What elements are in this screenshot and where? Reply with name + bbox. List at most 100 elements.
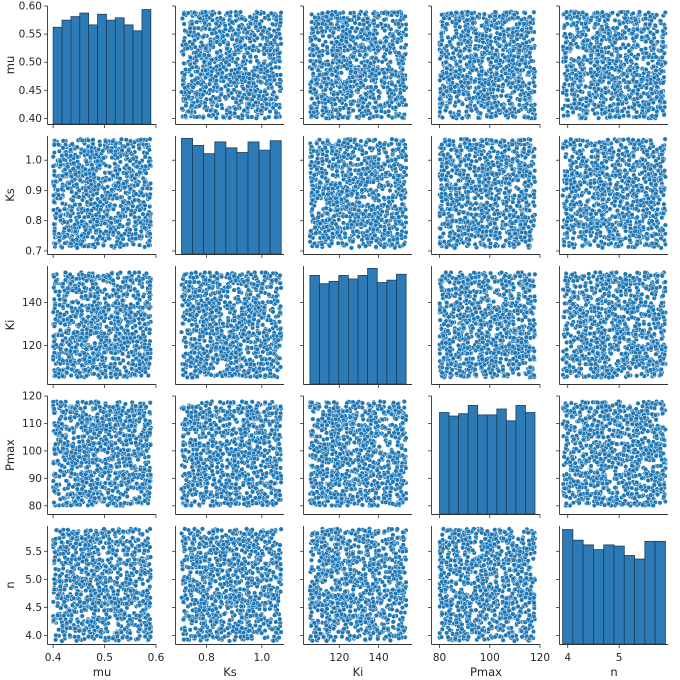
scatter-point	[447, 39, 453, 45]
scatter-point	[580, 45, 586, 51]
scatter-point	[654, 12, 660, 18]
scatter-point	[367, 115, 373, 121]
scatter-point	[200, 92, 206, 98]
scatter-point	[584, 57, 590, 63]
scatter-point	[209, 12, 215, 18]
scatter-point	[522, 60, 528, 67]
scatter-point	[334, 73, 340, 79]
scatter-point	[50, 154, 56, 160]
scatter-point	[600, 59, 606, 65]
scatter-point	[611, 75, 617, 81]
scatter-point	[359, 60, 365, 66]
scatter-point	[232, 106, 238, 112]
scatter-point	[530, 36, 536, 42]
scatter-point	[137, 220, 143, 226]
scatter-point	[387, 59, 393, 65]
scatter-point	[584, 37, 590, 43]
scatter-point	[634, 55, 640, 62]
scatter-point	[482, 45, 488, 51]
scatter-point	[403, 32, 409, 38]
scatter-point	[261, 60, 267, 66]
scatter-point	[214, 103, 220, 109]
scatter-point	[137, 242, 143, 248]
scatter-point	[650, 31, 657, 37]
scatter-point	[358, 34, 364, 40]
scatter-point	[227, 53, 233, 59]
scatter-point	[363, 91, 369, 97]
scatter-point	[579, 31, 585, 37]
scatter-point	[381, 54, 387, 60]
scatter-point	[470, 15, 476, 21]
scatter-point	[499, 88, 505, 94]
scatter-point	[69, 141, 75, 147]
scatter-point	[347, 10, 353, 16]
scatter-point	[518, 92, 524, 98]
scatter-point	[57, 158, 63, 164]
scatter-point	[594, 59, 600, 65]
scatter-point	[65, 164, 71, 170]
scatter-point	[267, 109, 273, 115]
scatter-point	[595, 66, 601, 72]
scatter-point	[349, 25, 355, 31]
scatter-point	[330, 60, 336, 66]
scatter-point	[448, 55, 454, 61]
scatter-point	[653, 113, 659, 119]
scatter-point	[655, 60, 661, 66]
scatter-point	[142, 202, 148, 208]
scatter-point	[309, 19, 315, 25]
scatter-point	[312, 14, 318, 21]
scatter-point	[463, 108, 469, 115]
scatter-point	[93, 228, 99, 234]
scatter-point	[574, 14, 580, 20]
scatter-point	[583, 110, 589, 116]
scatter-point	[123, 171, 129, 177]
scatter-point	[76, 214, 82, 220]
scatter-point	[594, 35, 600, 41]
scatter-point	[502, 19, 508, 25]
scatter-point	[456, 112, 462, 118]
scatter-point	[79, 232, 85, 238]
scatter-point	[396, 50, 402, 56]
scatter-point	[471, 58, 477, 64]
scatter-point	[573, 72, 579, 78]
scatter-point	[220, 33, 226, 39]
scatter-point	[350, 34, 356, 40]
scatter-point	[97, 233, 103, 239]
scatter-point	[117, 176, 123, 182]
scatter-point	[465, 39, 471, 45]
scatter-point	[210, 17, 216, 23]
scatter-point	[203, 67, 209, 73]
scatter-point	[57, 177, 63, 183]
scatter-point	[335, 91, 341, 97]
scatter-point	[51, 149, 57, 156]
scatter-point	[609, 10, 615, 16]
scatter-point	[643, 85, 649, 91]
scatter-point	[217, 15, 224, 21]
scatter-point	[475, 115, 481, 121]
scatter-point	[473, 52, 479, 58]
scatter-point	[383, 22, 389, 28]
scatter-point	[630, 10, 636, 16]
scatter-point	[262, 75, 268, 81]
scatter-point	[213, 73, 219, 79]
scatter-point	[652, 22, 658, 28]
scatter-point	[583, 95, 589, 101]
scatter-point	[604, 24, 610, 30]
scatter-point	[488, 114, 494, 120]
scatter-point	[563, 9, 569, 15]
scatter-point	[221, 64, 227, 70]
scatter-point	[264, 68, 270, 74]
scatter-point	[59, 244, 65, 250]
scatter-point	[453, 10, 459, 16]
scatter-point	[511, 39, 517, 45]
scatter-point	[352, 69, 358, 75]
scatter-point	[101, 186, 107, 192]
scatter-point	[335, 47, 341, 53]
scatter-point	[182, 85, 188, 91]
scatter-point	[89, 148, 95, 154]
scatter-point	[516, 62, 522, 68]
scatter-point	[276, 50, 282, 56]
scatter-point	[516, 21, 522, 27]
scatter-point	[572, 67, 578, 73]
